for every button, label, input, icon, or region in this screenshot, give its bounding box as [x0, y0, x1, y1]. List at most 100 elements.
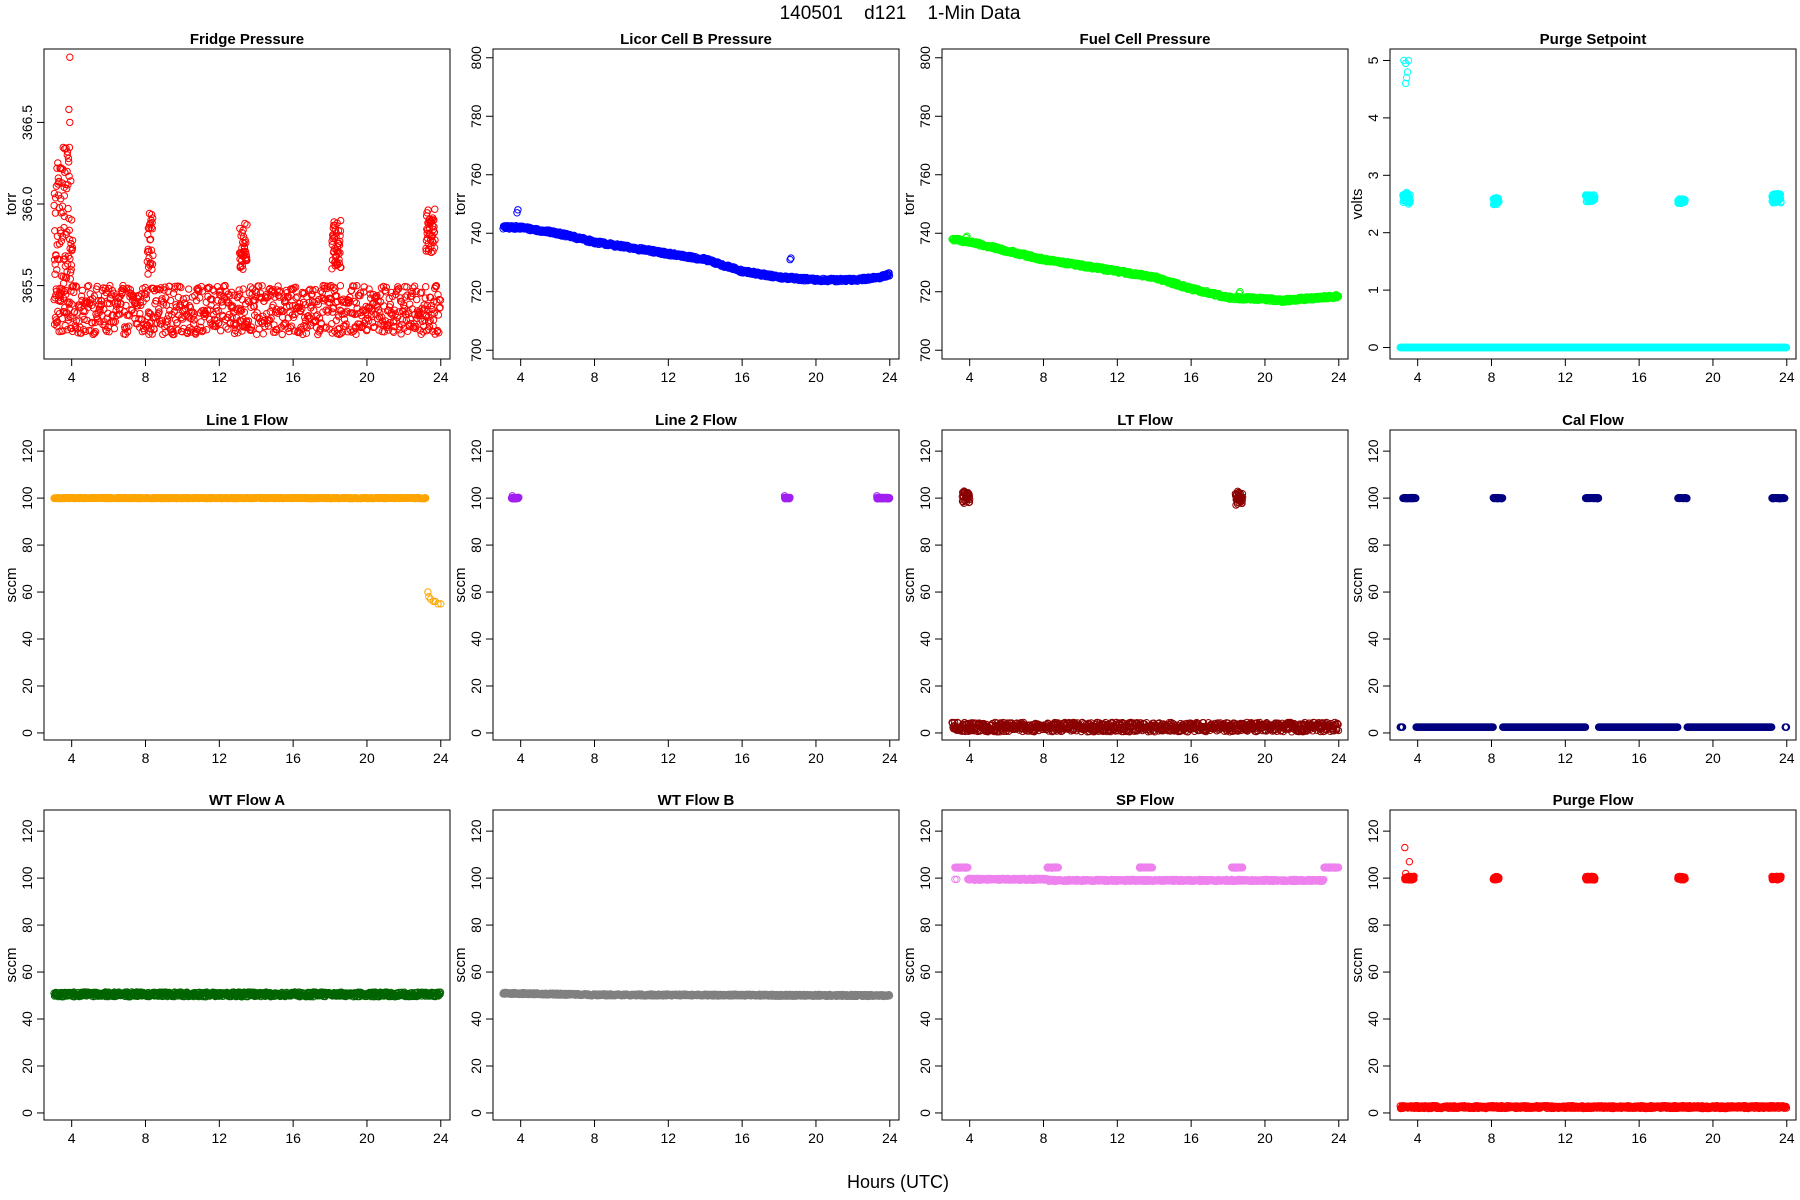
y-tick-label: 700 [468, 338, 484, 362]
data-point [311, 285, 320, 294]
data-point [240, 308, 249, 316]
x-tick-label: 20 [808, 369, 824, 385]
data-point [148, 330, 156, 338]
data-point [386, 300, 395, 309]
data-point [78, 286, 87, 295]
data-point [292, 283, 300, 291]
y-tick-label: 760 [917, 163, 933, 187]
data-point [368, 318, 377, 327]
data-point [196, 294, 204, 302]
x-tick-label: 4 [966, 369, 974, 385]
data-point [66, 118, 74, 127]
data-point [229, 308, 238, 316]
data-point [360, 283, 368, 291]
y-tick-label: 2 [1365, 229, 1381, 237]
y-tick-label: 740 [917, 221, 933, 245]
data-point [125, 322, 133, 330]
data-point [138, 316, 146, 324]
data-point [248, 326, 256, 334]
data-point [174, 293, 183, 301]
panel-title: Purge Setpoint [1540, 31, 1647, 48]
data-point [292, 294, 300, 302]
data-point [208, 296, 216, 304]
data-point [94, 310, 102, 318]
data-point [328, 320, 336, 328]
data-point [181, 312, 189, 320]
data-point [166, 306, 174, 315]
data-point [190, 310, 199, 318]
data-point [307, 291, 315, 299]
y-tick-label: 720 [917, 280, 933, 304]
data-point [235, 286, 243, 294]
x-tick-label: 24 [1331, 369, 1347, 385]
data-point [88, 319, 97, 327]
data-point [217, 327, 225, 335]
y-tick-label: 1 [1365, 286, 1381, 294]
data-point [234, 329, 242, 337]
data-point [105, 299, 114, 308]
panel-title: Line 1 Flow [206, 412, 288, 429]
data-points [499, 206, 894, 286]
data-points [50, 493, 445, 608]
data-point [273, 325, 281, 334]
data-point [84, 303, 92, 311]
data-point [363, 325, 371, 334]
data-point [239, 285, 247, 293]
data-point [52, 318, 61, 327]
data-point [84, 282, 93, 290]
data-point [110, 324, 119, 333]
data-point [352, 299, 361, 307]
plot-frame [941, 48, 1349, 360]
data-point [219, 302, 227, 310]
data-point [205, 283, 213, 292]
data-point [164, 311, 173, 319]
x-tick-label: 24 [882, 369, 898, 385]
data-point [203, 326, 211, 334]
data-point [215, 319, 223, 327]
data-point [380, 328, 388, 336]
x-tick-label: 12 [212, 369, 228, 385]
data-point [382, 283, 390, 291]
y-tick-label: 3 [1365, 171, 1381, 179]
data-point [398, 316, 406, 324]
x-tick-label: 16 [1183, 369, 1199, 385]
panel-title: Fuel Cell Pressure [1080, 31, 1211, 48]
x-axis: 4 8 12 16 20 24 [68, 359, 449, 385]
x-tick-label: 16 [1631, 369, 1647, 385]
data-point [116, 310, 124, 318]
y-tick-label: 700 [917, 338, 933, 362]
x-tick-label: 20 [1705, 369, 1721, 385]
x-tick-label: 8 [1040, 369, 1048, 385]
data-point [393, 286, 401, 294]
data-points [50, 53, 445, 339]
y-axis-label: volts [1349, 189, 1366, 220]
x-tick-label: 12 [661, 369, 677, 385]
data-point [73, 283, 81, 291]
data-point [177, 283, 185, 292]
data-point [431, 205, 439, 213]
data-point [277, 306, 285, 314]
data-point [398, 320, 406, 329]
x-tick-label: 12 [1110, 369, 1126, 385]
data-point [271, 293, 279, 301]
y-axis-label: sccm [3, 568, 20, 603]
y-axis-label: torr [901, 193, 918, 216]
data-point [155, 308, 163, 316]
data-point [365, 285, 373, 293]
data-point [350, 297, 358, 306]
data-point [299, 330, 307, 339]
x-tick-label: 20 [1257, 369, 1273, 385]
x-axis: 4 8 12 16 20 24 [966, 359, 1347, 385]
data-point [197, 318, 205, 326]
data-point [291, 310, 299, 319]
data-point [300, 289, 308, 297]
data-point [67, 261, 76, 269]
data-point [244, 317, 253, 325]
x-tick-label: 20 [359, 369, 375, 385]
data-point [336, 282, 345, 290]
